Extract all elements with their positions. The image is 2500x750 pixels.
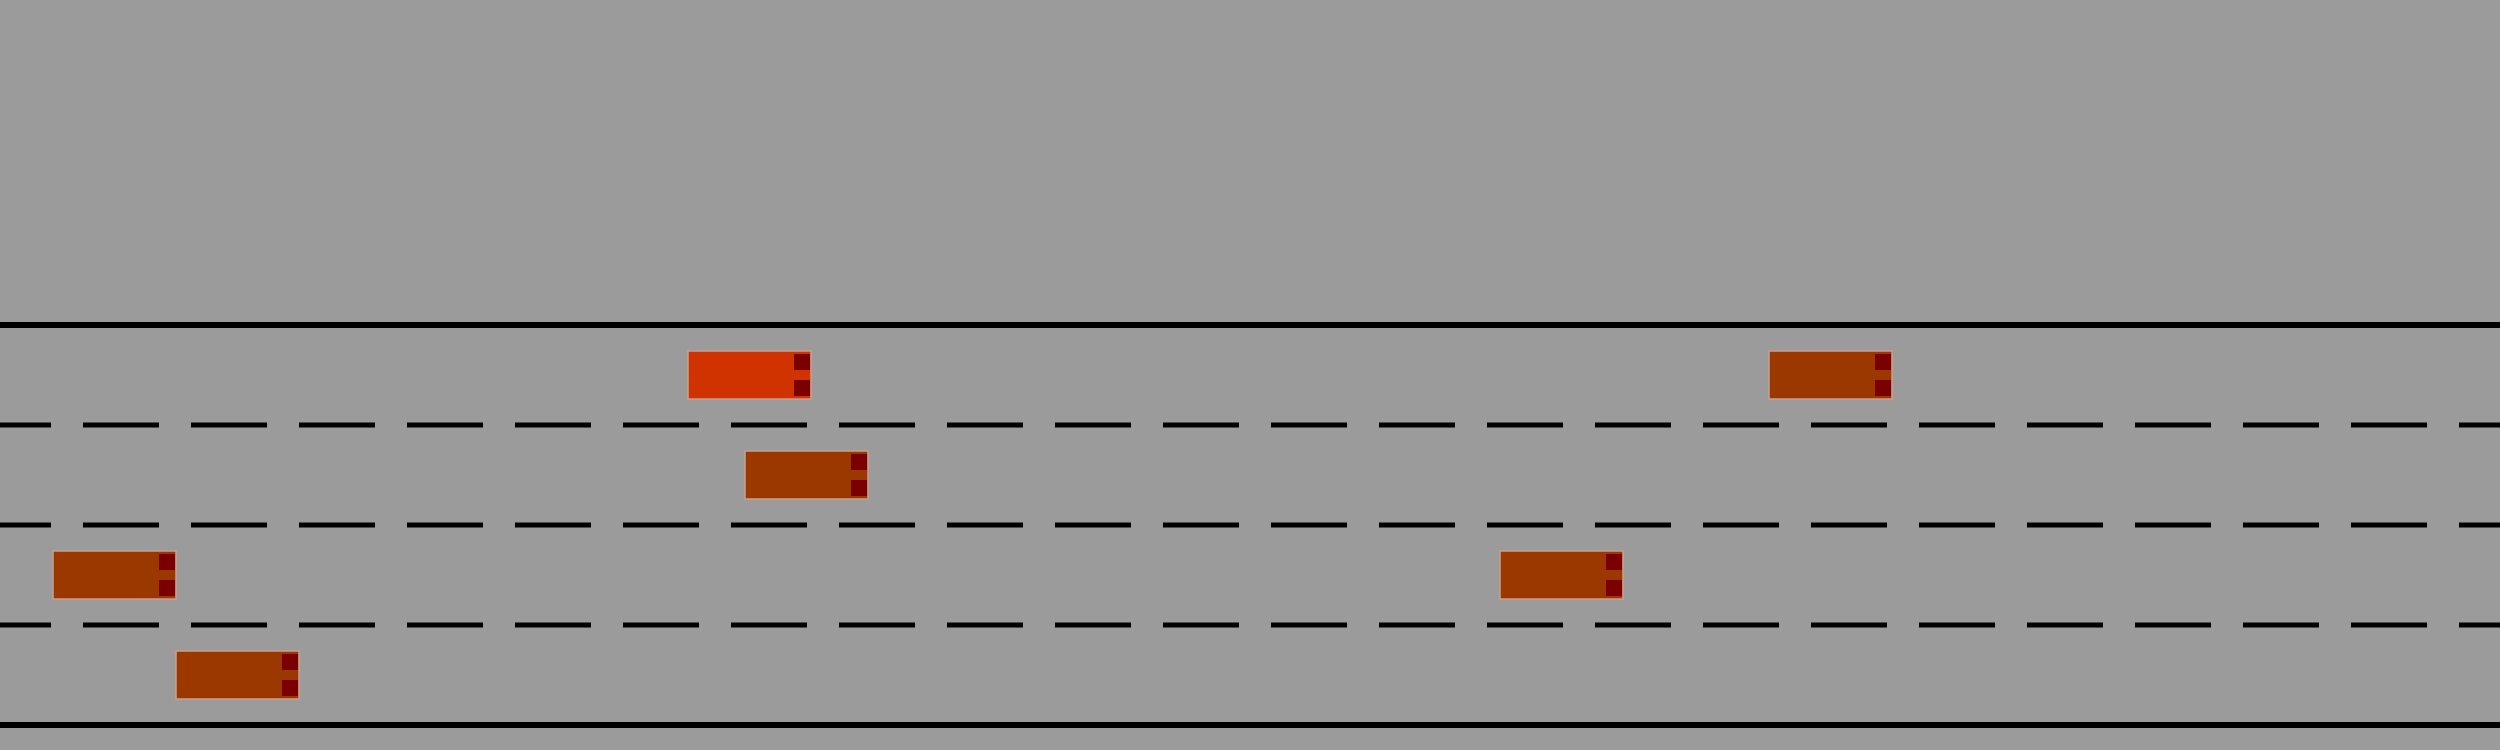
vehicle-light bbox=[282, 654, 298, 670]
vehicle-body bbox=[744, 450, 869, 500]
vehicle-body bbox=[687, 350, 812, 400]
vehicle-light bbox=[851, 454, 867, 470]
vehicle-light bbox=[159, 554, 175, 570]
vehicle-light bbox=[851, 480, 867, 496]
vehicle-light bbox=[1875, 354, 1891, 370]
vehicle-body bbox=[175, 650, 300, 700]
vehicle-light bbox=[794, 380, 810, 396]
road-markings bbox=[0, 322, 2500, 728]
vehicle bbox=[744, 450, 869, 500]
vehicle-light bbox=[1875, 380, 1891, 396]
vehicle-body bbox=[52, 550, 177, 600]
vehicle-light bbox=[282, 680, 298, 696]
vehicles bbox=[52, 350, 1893, 700]
vehicle-light bbox=[1606, 580, 1622, 596]
vehicle-body bbox=[1499, 550, 1624, 600]
vehicle bbox=[1499, 550, 1624, 600]
vehicle-light bbox=[1606, 554, 1622, 570]
vehicle-body bbox=[1768, 350, 1893, 400]
vehicle bbox=[52, 550, 177, 600]
vehicle bbox=[175, 650, 300, 700]
vehicle bbox=[1768, 350, 1893, 400]
vehicle-light bbox=[159, 580, 175, 596]
vehicle-light bbox=[794, 354, 810, 370]
ego-vehicle bbox=[687, 350, 812, 400]
